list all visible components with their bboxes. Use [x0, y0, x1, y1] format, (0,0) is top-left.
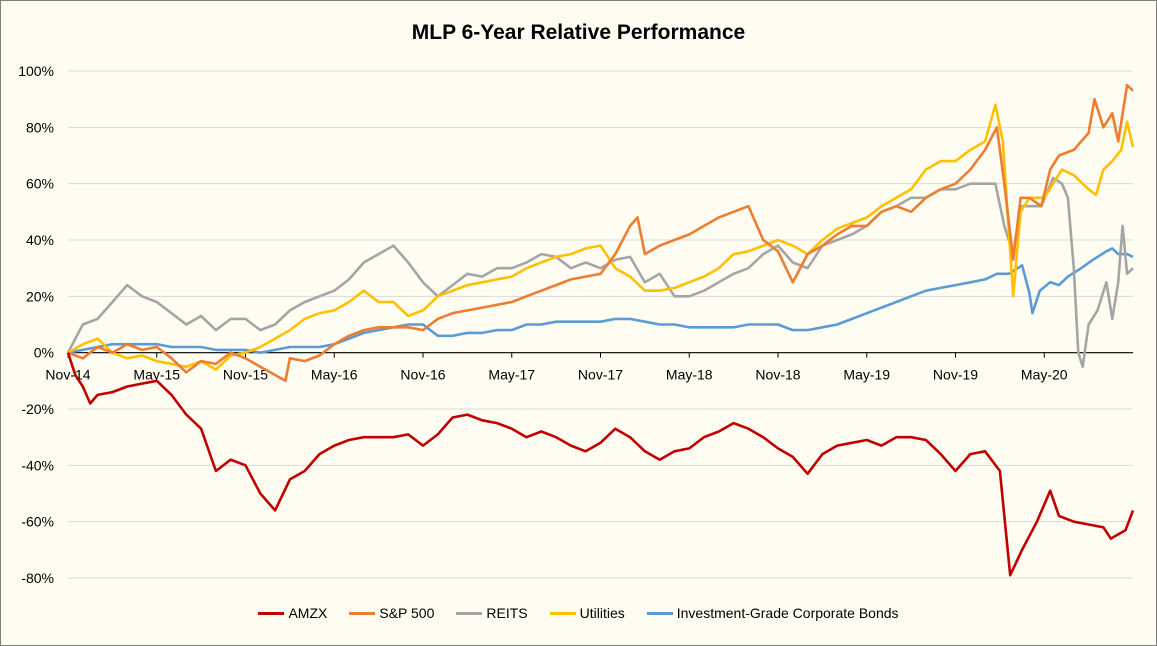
y-tick-label: 20%: [26, 288, 54, 304]
chart-title: MLP 6-Year Relative Performance: [411, 21, 746, 44]
x-tick-label: May-17: [488, 367, 535, 383]
x-tick-label: Nov-18: [755, 367, 800, 383]
legend-item: Investment-Grade Corporate Bonds: [646, 605, 899, 621]
legend-label: Investment-Grade Corporate Bonds: [676, 605, 899, 621]
x-tick-label: Nov-15: [223, 367, 268, 383]
legend-swatch: [349, 611, 376, 615]
x-tick-label: May-18: [666, 367, 713, 383]
y-tick-label: 100%: [18, 63, 54, 79]
x-tick-label: Nov-16: [400, 367, 445, 383]
x-tick-label: Nov-17: [578, 367, 623, 383]
y-tick-label: -40%: [21, 457, 54, 473]
legend-swatch: [549, 611, 576, 615]
legend-swatch: [646, 611, 673, 615]
legend-item: Utilities: [549, 605, 625, 621]
legend-label: Utilities: [579, 605, 625, 621]
legend: AMZX S&P 500 REITS Utilities Investment-Grad…: [1, 605, 1156, 621]
legend-item: S&P 500: [349, 605, 434, 621]
x-tick-label: May-19: [843, 367, 890, 383]
x-tick-label: May-15: [133, 367, 180, 383]
y-tick-label: -80%: [21, 570, 54, 586]
legend-label: AMZX: [288, 605, 328, 621]
legend-label: REITS: [486, 605, 528, 621]
series-line-s-p-500: [67, 83, 1134, 383]
legend-item: AMZX: [258, 605, 327, 621]
series-line-investment-grade-corporate-bonds: [67, 247, 1134, 354]
y-tick-label: 40%: [26, 232, 54, 248]
x-tick-label: Nov-14: [45, 367, 90, 383]
legend-swatch: [258, 611, 285, 615]
y-tick-label: -20%: [21, 401, 54, 417]
y-tick-label: 80%: [26, 119, 54, 135]
y-tick-label: 0%: [34, 345, 54, 361]
series-line-amzx: [66, 352, 1135, 577]
legend-item: REITS: [456, 605, 528, 621]
x-tick-label: Nov-19: [933, 367, 978, 383]
x-tick-label: May-20: [1021, 367, 1068, 383]
legend-label: S&P 500: [379, 605, 435, 621]
series-line-utilities: [67, 103, 1135, 371]
legend-swatch: [456, 611, 483, 615]
y-tick-label: -60%: [21, 514, 54, 530]
y-tick-label: 60%: [26, 176, 54, 192]
x-tick-label: May-16: [311, 367, 358, 383]
